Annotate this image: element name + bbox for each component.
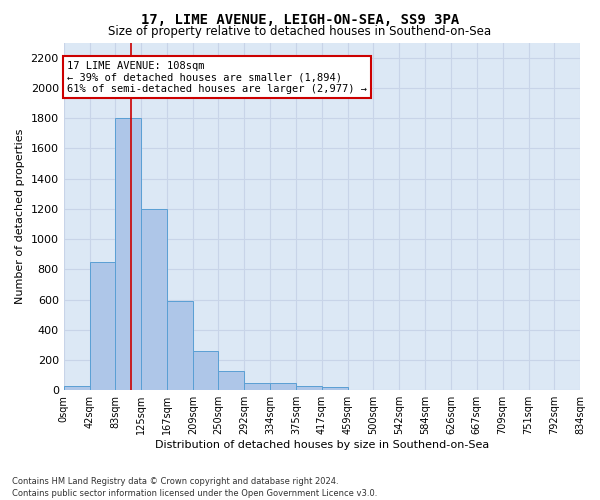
Bar [141,209,167,390]
Text: Contains HM Land Registry data © Crown copyright and database right 2024.
Contai: Contains HM Land Registry data © Crown c… [12,476,377,498]
Y-axis label: Number of detached properties: Number of detached properties [15,128,25,304]
Text: 17 LIME AVENUE: 108sqm
← 39% of detached houses are smaller (1,894)
61% of semi-: 17 LIME AVENUE: 108sqm ← 39% of detached… [67,60,367,94]
Bar [218,372,244,390]
Text: 17, LIME AVENUE, LEIGH-ON-SEA, SS9 3PA: 17, LIME AVENUE, LEIGH-ON-SEA, SS9 3PA [141,12,459,26]
Text: Size of property relative to detached houses in Southend-on-Sea: Size of property relative to detached ho… [109,25,491,38]
Bar [271,384,296,390]
Bar [296,386,322,390]
Bar [89,262,115,390]
X-axis label: Distribution of detached houses by size in Southend-on-Sea: Distribution of detached houses by size … [155,440,489,450]
Bar [167,301,193,390]
Bar [115,118,141,390]
Bar [193,351,218,390]
Bar [64,386,89,390]
Bar [244,382,271,390]
Bar [322,388,348,390]
